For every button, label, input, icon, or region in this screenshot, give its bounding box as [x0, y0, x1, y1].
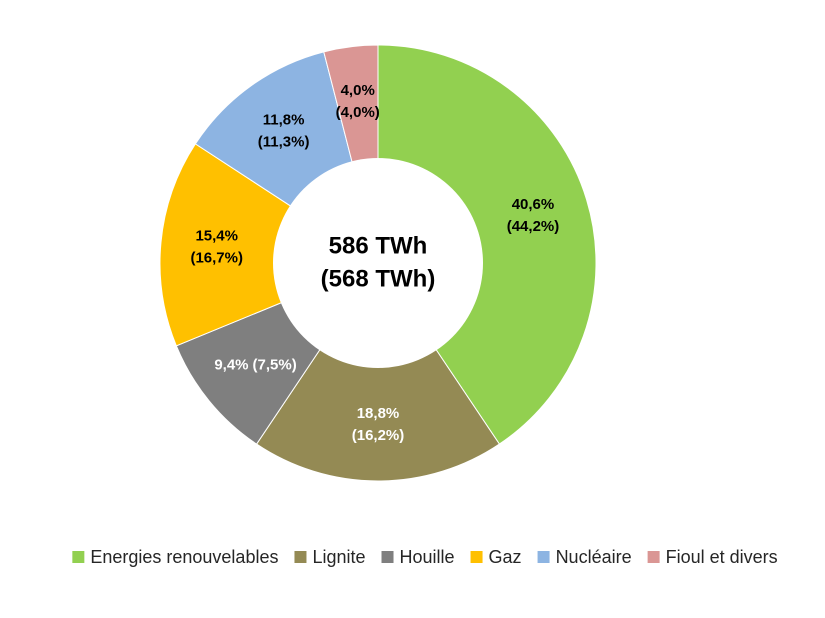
donut-hole: [273, 158, 483, 368]
legend-swatch: [72, 551, 85, 563]
previous-value-label: (44,2%): [507, 218, 560, 235]
value-label: 15,4%: [195, 228, 238, 245]
slice: [159, 143, 380, 347]
legend-label: Fioul et divers: [666, 547, 778, 567]
legend-label: Nucléaire: [556, 547, 632, 567]
legend-swatch: [647, 551, 660, 563]
previous-value-label: (16,2%): [352, 427, 405, 444]
previous-value-label: (7,5%): [253, 356, 297, 373]
center-label: 586 TWh: [329, 232, 428, 259]
value-label: 9,4%: [214, 356, 248, 373]
previous-value-label: (11,3%): [258, 133, 310, 150]
value-label: 18,8%: [357, 405, 400, 422]
value-label: 40,6%: [512, 196, 555, 213]
value-label: 4,0%: [341, 82, 375, 99]
legend-swatch: [381, 551, 394, 563]
slice: [377, 44, 597, 445]
slice: [255, 262, 501, 482]
value-label: 11,8%: [263, 111, 305, 128]
previous-value-label: (16,7%): [190, 250, 243, 267]
legend-label: Gaz: [489, 547, 522, 567]
legend-swatch: [294, 551, 307, 563]
center-label: (568 TWh): [321, 265, 436, 292]
legend-label: Lignite: [312, 547, 365, 567]
legend-swatch: [470, 551, 483, 563]
legend-label: Houille: [400, 547, 455, 567]
legend-label: Energies renouvelables: [90, 547, 278, 567]
previous-value-label: (4,0%): [336, 104, 380, 121]
legend-swatch: [537, 551, 550, 563]
